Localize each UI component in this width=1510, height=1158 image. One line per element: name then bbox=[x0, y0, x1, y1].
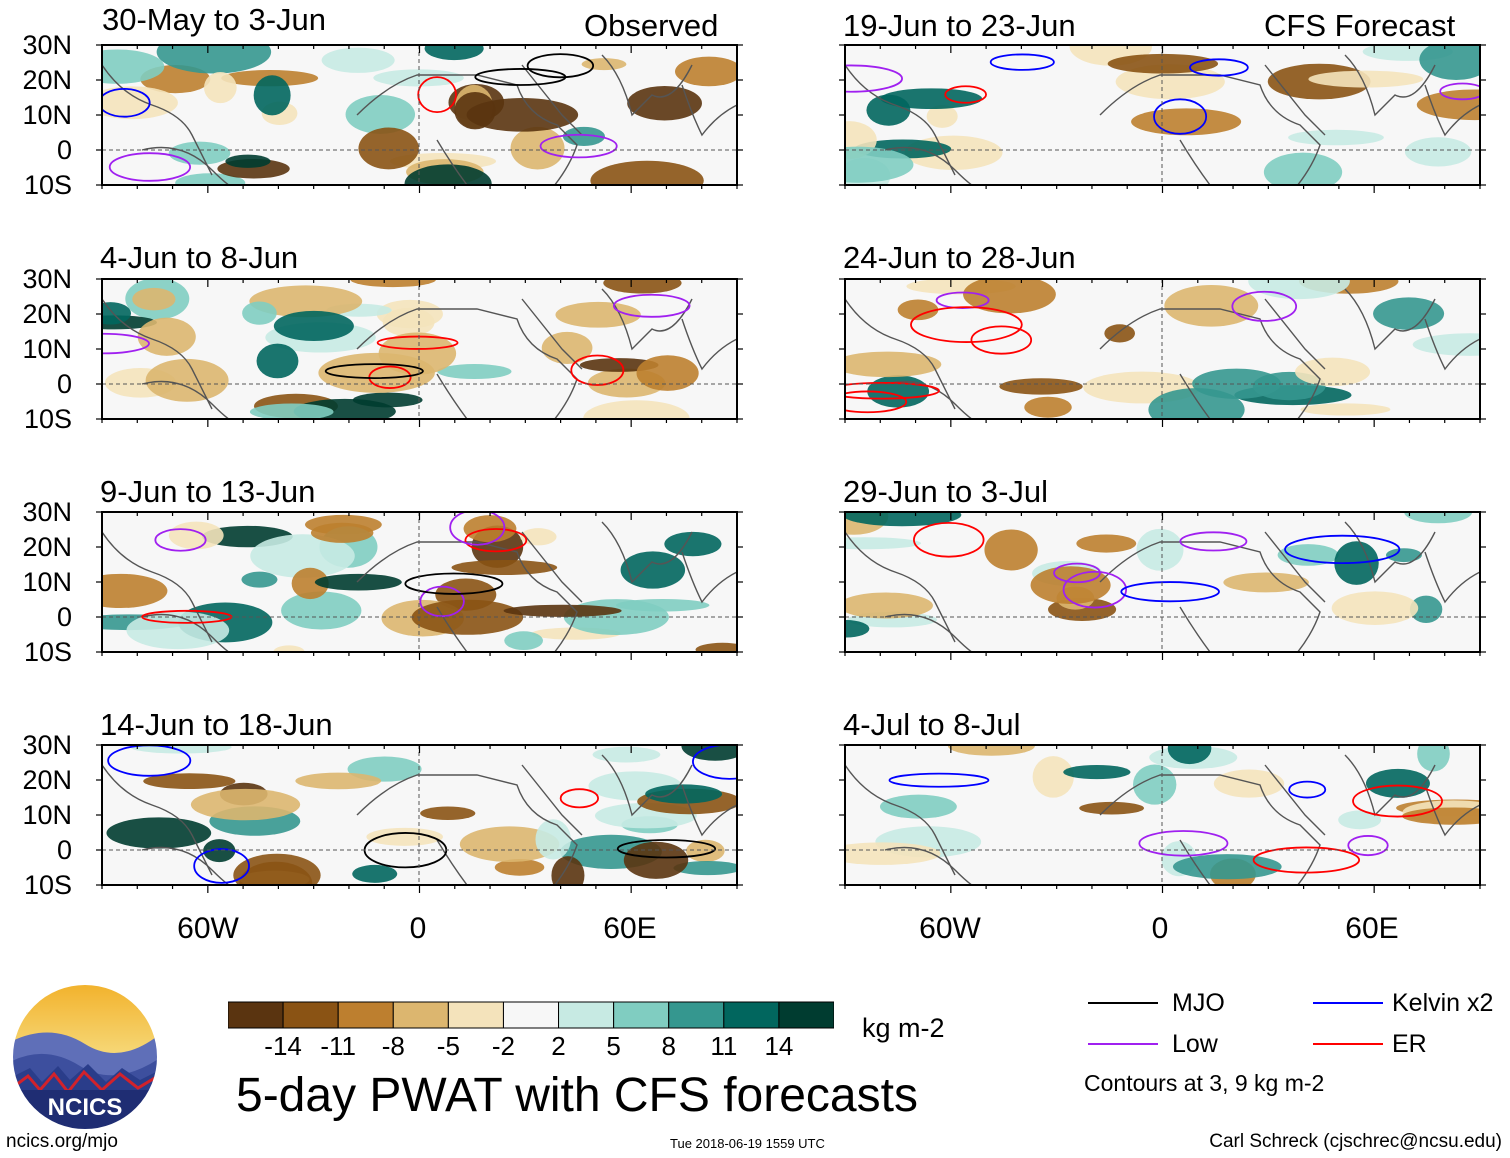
footer-url[interactable]: ncics.org/mjo bbox=[6, 1131, 118, 1152]
units-label: kg m-2 bbox=[862, 1013, 945, 1043]
colorbar-label-4: -5 bbox=[436, 1031, 460, 1061]
footer-author: Carl Schreck (cjschrec@ncsu.edu) bbox=[1209, 1131, 1502, 1152]
map-panel-8 bbox=[839, 744, 1486, 893]
colorbar-label-6: 2 bbox=[551, 1031, 566, 1061]
lat-tick-20n-row4: 20N bbox=[22, 765, 72, 795]
lat-tick-20n-row3: 20N bbox=[22, 532, 72, 562]
colorbar-swatch-1 bbox=[228, 1001, 284, 1029]
lon-tick-60w-left: 60W bbox=[177, 912, 239, 945]
colorbar-swatch-5 bbox=[447, 1001, 504, 1029]
panel-title-5: 19-Jun to 23-Jun bbox=[843, 8, 1076, 43]
lat-tick-20n-row1: 20N bbox=[22, 65, 72, 95]
colorbar-label-7: 5 bbox=[606, 1031, 621, 1061]
colorbar-swatch-10 bbox=[723, 1001, 780, 1029]
colorbar-swatch-9 bbox=[668, 1001, 725, 1029]
legend-kelvin-label: Kelvin x2 bbox=[1392, 989, 1494, 1017]
legend-low-line bbox=[1088, 1043, 1158, 1045]
legend-kelvin-line bbox=[1313, 1002, 1383, 1004]
lon-tick-60e-left: 60E bbox=[603, 912, 657, 945]
logo-text: NCICS bbox=[48, 1094, 123, 1121]
panel-title-3: 9-Jun to 13-Jun bbox=[100, 474, 316, 509]
map-panel-1 bbox=[96, 44, 743, 193]
lat-tick-10n-row3: 10N bbox=[22, 567, 72, 597]
colorbar-swatch-3 bbox=[337, 1001, 394, 1029]
panel-title-1: 30-May to 3-Jun bbox=[102, 2, 326, 37]
lat-tick-30n-row4: 30N bbox=[22, 730, 72, 760]
panel-title-8: 4-Jul to 8-Jul bbox=[843, 707, 1021, 742]
lat-tick-0-row1: 0 bbox=[56, 135, 72, 165]
observed-label: Observed bbox=[584, 8, 719, 43]
lon-tick-60w-right: 60W bbox=[919, 912, 981, 945]
colorbar-label-3: -8 bbox=[381, 1031, 405, 1061]
lat-tick-10s-row3: 10S bbox=[23, 637, 72, 667]
lat-tick-30n-row1: 30N bbox=[22, 30, 72, 60]
legend-er-label: ER bbox=[1392, 1030, 1427, 1058]
lat-tick-10s-row1: 10S bbox=[23, 170, 72, 200]
map-panel-4 bbox=[96, 744, 743, 893]
panel-title-7: 29-Jun to 3-Jul bbox=[843, 474, 1049, 509]
legend-low-label: Low bbox=[1172, 1030, 1218, 1058]
colorbar-label-1: -14 bbox=[264, 1031, 302, 1061]
colorbar-label-9: 11 bbox=[710, 1031, 738, 1061]
lat-tick-10n-row2: 10N bbox=[22, 334, 72, 364]
legend-er-line bbox=[1313, 1043, 1383, 1045]
lat-tick-20n-row2: 20N bbox=[22, 299, 72, 329]
map-panel-6 bbox=[839, 278, 1486, 427]
colorbar-swatch-4 bbox=[392, 1001, 449, 1029]
lat-tick-10n-row1: 10N bbox=[22, 100, 72, 130]
panel-title-4: 14-Jun to 18-Jun bbox=[100, 707, 333, 742]
map-panel-3 bbox=[96, 511, 743, 660]
lat-tick-10s-row2: 10S bbox=[23, 404, 72, 434]
panel-title-2: 4-Jun to 8-Jun bbox=[100, 240, 299, 275]
map-panel-5 bbox=[839, 44, 1486, 193]
colorbar-swatch-2 bbox=[282, 1001, 339, 1029]
legend-mjo-label: MJO bbox=[1172, 989, 1225, 1017]
colorbar-swatch-11 bbox=[778, 1001, 834, 1029]
ncics-logo: NCICS bbox=[11, 983, 159, 1131]
forecast-label: CFS Forecast bbox=[1264, 8, 1456, 43]
colorbar-label-8: 8 bbox=[661, 1031, 676, 1061]
lat-tick-30n-row2: 30N bbox=[22, 264, 72, 294]
figure-title: 5-day PWAT with CFS forecasts bbox=[236, 1069, 918, 1122]
colorbar-label-10: 14 bbox=[764, 1031, 794, 1061]
colorbar bbox=[228, 1001, 834, 1029]
map-panels bbox=[96, 44, 1486, 893]
lat-tick-0-row2: 0 bbox=[56, 369, 72, 399]
colorbar-swatch-6 bbox=[502, 1001, 560, 1029]
lon-tick-0-right: 0 bbox=[1151, 912, 1169, 945]
lat-tick-0-row3: 0 bbox=[56, 602, 72, 632]
lon-tick-0-left: 0 bbox=[409, 912, 427, 945]
map-panel-2 bbox=[96, 278, 743, 427]
map-panel-7 bbox=[839, 511, 1486, 660]
colorbar-label-5: -2 bbox=[491, 1031, 516, 1061]
lat-tick-0-row4: 0 bbox=[56, 835, 72, 865]
lat-tick-10n-row4: 10N bbox=[22, 800, 72, 830]
legend-mjo-line bbox=[1088, 1002, 1158, 1004]
lon-tick-60e-right: 60E bbox=[1345, 912, 1399, 945]
footer-timestamp: Tue 2018-06-19 1559 UTC bbox=[670, 1136, 825, 1151]
colorbar-swatch-8 bbox=[613, 1001, 670, 1029]
legend-note: Contours at 3, 9 kg m-2 bbox=[1084, 1070, 1325, 1096]
colorbar-swatch-7 bbox=[558, 1001, 615, 1029]
colorbar-label-2: -11 bbox=[320, 1031, 356, 1061]
lat-tick-30n-row3: 30N bbox=[22, 497, 72, 527]
lat-tick-10s-row4: 10S bbox=[23, 870, 72, 900]
panel-title-6: 24-Jun to 28-Jun bbox=[843, 240, 1076, 275]
